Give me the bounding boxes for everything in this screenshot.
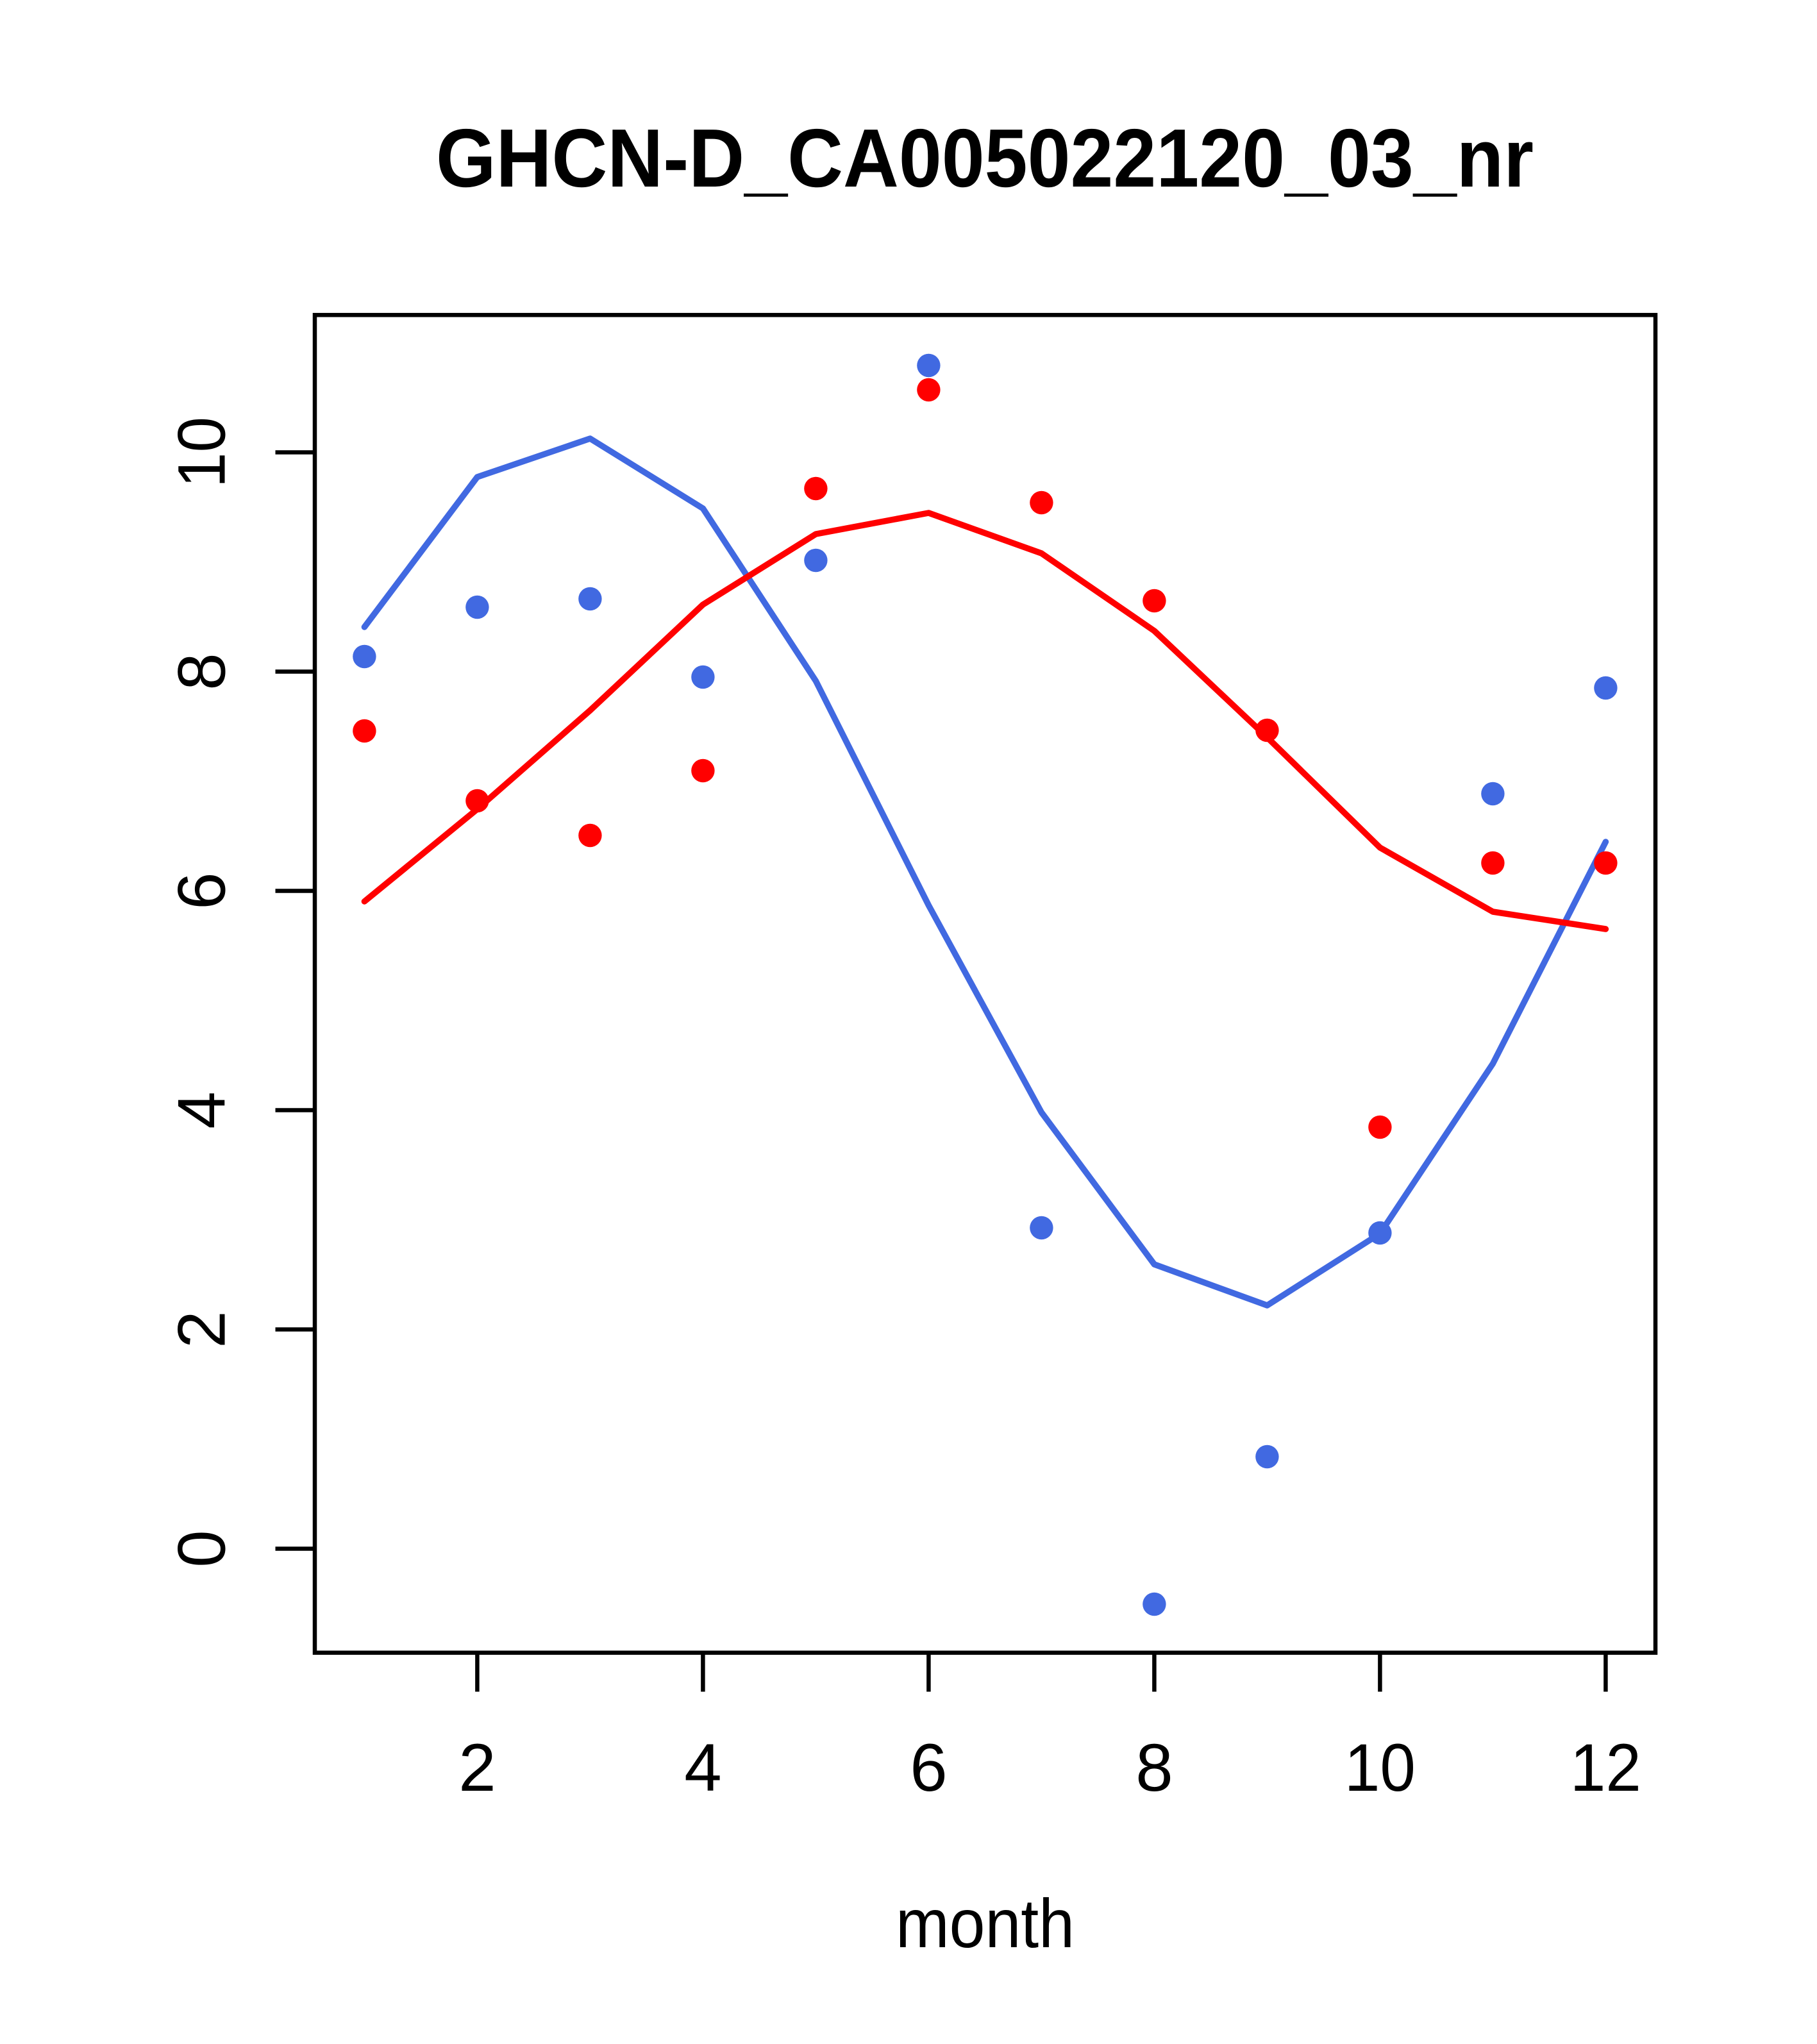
svg-text:8: 8 xyxy=(1135,1730,1173,1805)
svg-text:2: 2 xyxy=(458,1730,496,1805)
svg-text:6: 6 xyxy=(910,1730,947,1805)
svg-text:0: 0 xyxy=(164,1530,239,1567)
svg-text:10: 10 xyxy=(1344,1730,1416,1805)
svg-text:10: 10 xyxy=(164,417,239,488)
svg-text:2: 2 xyxy=(164,1311,239,1348)
svg-text:GHCN-D_CA005022120_03_nr: GHCN-D_CA005022120_03_nr xyxy=(436,112,1534,205)
svg-text:8: 8 xyxy=(164,653,239,690)
svg-text:month: month xyxy=(896,1884,1075,1962)
svg-text:6: 6 xyxy=(164,872,239,909)
svg-text:12: 12 xyxy=(1570,1730,1641,1805)
svg-text:4: 4 xyxy=(164,1091,239,1128)
svg-text:4: 4 xyxy=(684,1730,721,1805)
